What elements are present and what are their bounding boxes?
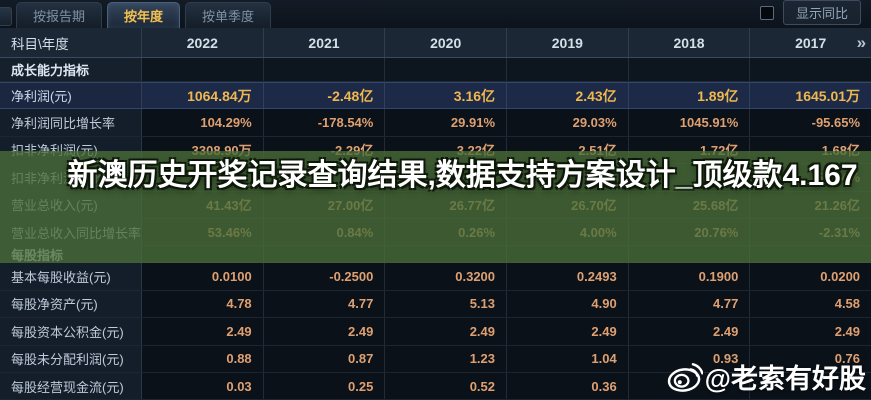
tab-by-quarter[interactable]: 按单季度 <box>185 2 272 28</box>
value-cell: 2.49 <box>507 318 629 345</box>
row-label: 基本每股收益(元) <box>0 263 142 290</box>
table-row: 每股资本公积金(元) 2.49 2.49 2.49 2.49 2.49 2.49 <box>0 318 871 346</box>
table-row: 基本每股收益(元) 0.0100 -0.2500 0.3200 0.2493 0.1900… <box>0 263 871 291</box>
table-row: 净利润同比增长率 104.29% -178.54% 29.91% 29.03% 1045.… <box>0 109 871 137</box>
year-column-header-2020[interactable]: 2020 <box>385 28 508 57</box>
value-cell: 0.2493 <box>507 263 629 290</box>
section-empty-cell <box>750 58 871 81</box>
value-cell: 1.04 <box>507 345 629 372</box>
overlay-title: 新澳历史开奖记录查询结果,数据支持方案设计_顶级款4.167 <box>67 159 858 192</box>
year-column-header-2018[interactable]: 2018 <box>629 28 751 57</box>
table-header-row: 科目\年度 2022 2021 2020 2019 2018 2017» <box>0 28 871 58</box>
value-cell: 29.03% <box>507 109 629 136</box>
row-label: 每股未分配利润(元) <box>0 345 142 372</box>
value-cell: -178.54% <box>264 109 386 136</box>
row-label: 每股净资产(元) <box>0 290 142 318</box>
value-cell: -2.48亿 <box>263 83 386 109</box>
value-cell <box>629 372 751 400</box>
year-column-header-2022[interactable]: 2022 <box>142 28 264 57</box>
yoy-checkbox[interactable] <box>759 5 774 20</box>
value-cell: 0.0100 <box>142 263 264 290</box>
value-cell: 0.3200 <box>385 263 508 290</box>
section-empty-cell <box>142 58 264 81</box>
overlay-band <box>0 151 871 263</box>
tab-by-report-period[interactable]: 按报告期 <box>16 2 103 28</box>
corner-label: 科目\年度 <box>0 28 142 57</box>
value-cell: 1.23 <box>385 345 508 372</box>
table-row: 每股净资产(元) 4.78 4.77 5.13 4.90 4.77 4.58 <box>0 290 871 319</box>
value-cell: 29.91% <box>385 109 508 136</box>
watermark-text: @老索有好股 <box>704 364 866 394</box>
value-cell: 0.88 <box>142 345 264 372</box>
row-label: 净利润同比增长率 <box>0 109 142 136</box>
year-column-header-2019[interactable]: 2019 <box>507 28 629 57</box>
value-cell: 2.49 <box>142 318 264 345</box>
value-cell: 0.87 <box>264 345 386 372</box>
weibo-icon <box>667 362 703 392</box>
value-cell: 2.49 <box>629 318 751 345</box>
value-cell: -95.65% <box>811 115 861 131</box>
left-edge-button[interactable] <box>0 7 12 26</box>
value-cell: 2.49 <box>264 318 386 345</box>
tab-by-year[interactable]: 按年度 <box>107 2 181 28</box>
value-cell: 2.43亿 <box>507 83 629 109</box>
yoy-toggle-group: 显示同比 <box>759 0 861 28</box>
value-cell: 2.49 <box>834 323 861 339</box>
section-title: 成长能力指标 <box>0 58 142 81</box>
value-cell: 0.1900 <box>629 263 751 290</box>
value-cell: -0.2500 <box>264 263 386 290</box>
table-row: 每股经营现金流(元) 0.03 0.25 0.52 0.36 <box>0 372 871 400</box>
value-cell: 4.77 <box>264 290 386 318</box>
row-label: 净利润(元) <box>0 83 142 109</box>
tab-bar: 按报告期 按年度 按单季度 显示同比 <box>0 0 871 28</box>
value-cell: 0.25 <box>264 372 386 400</box>
value-cell: 1645.01万 <box>750 83 871 109</box>
value-cell: 1064.84万 <box>142 83 264 109</box>
value-cell: 1.89亿 <box>628 83 751 109</box>
table-row: 净利润(元) 1064.84万 -2.48亿 3.16亿 2.43亿 1.89亿 1645.… <box>0 82 871 110</box>
value-cell: 4.77 <box>629 290 751 318</box>
value-cell: 0.93 <box>629 345 751 372</box>
section-empty-cell <box>629 58 751 81</box>
year-column-header-2021[interactable]: 2021 <box>264 28 386 57</box>
table-row: 每股未分配利润(元) 0.88 0.87 1.23 1.04 0.93 0.76 <box>0 345 871 373</box>
row-label: 每股资本公积金(元) <box>0 318 142 345</box>
value-cell: 0.03 <box>142 372 264 400</box>
watermark: @老索有好股 <box>665 357 866 396</box>
value-cell: 3.16亿 <box>385 83 508 109</box>
yoy-toggle-button[interactable]: 显示同比 <box>782 0 861 25</box>
value-cell: 5.13 <box>385 290 508 318</box>
year-column-header-2017[interactable]: 2017» <box>795 32 867 52</box>
value-cell: 2.49 <box>385 318 508 345</box>
value-cell: 104.29% <box>142 109 264 136</box>
value-cell: 0.76 <box>834 351 861 367</box>
value-cell: 4.90 <box>507 290 629 318</box>
value-cell: 1045.91% <box>629 109 751 136</box>
value-cell: 0.36 <box>507 372 629 400</box>
section-empty-cell <box>385 58 508 81</box>
section-empty-cell <box>264 58 386 81</box>
section-empty-cell <box>507 58 629 81</box>
value-cell: 4.58 <box>834 296 861 312</box>
value-cell: 4.78 <box>142 290 264 318</box>
value-cell: 0.52 <box>385 372 508 400</box>
more-years-chevron-icon[interactable]: » <box>856 32 867 52</box>
section-header-row: 成长能力指标 <box>0 58 871 82</box>
row-label: 每股经营现金流(元) <box>0 372 142 400</box>
value-cell: 0.0200 <box>820 269 861 285</box>
